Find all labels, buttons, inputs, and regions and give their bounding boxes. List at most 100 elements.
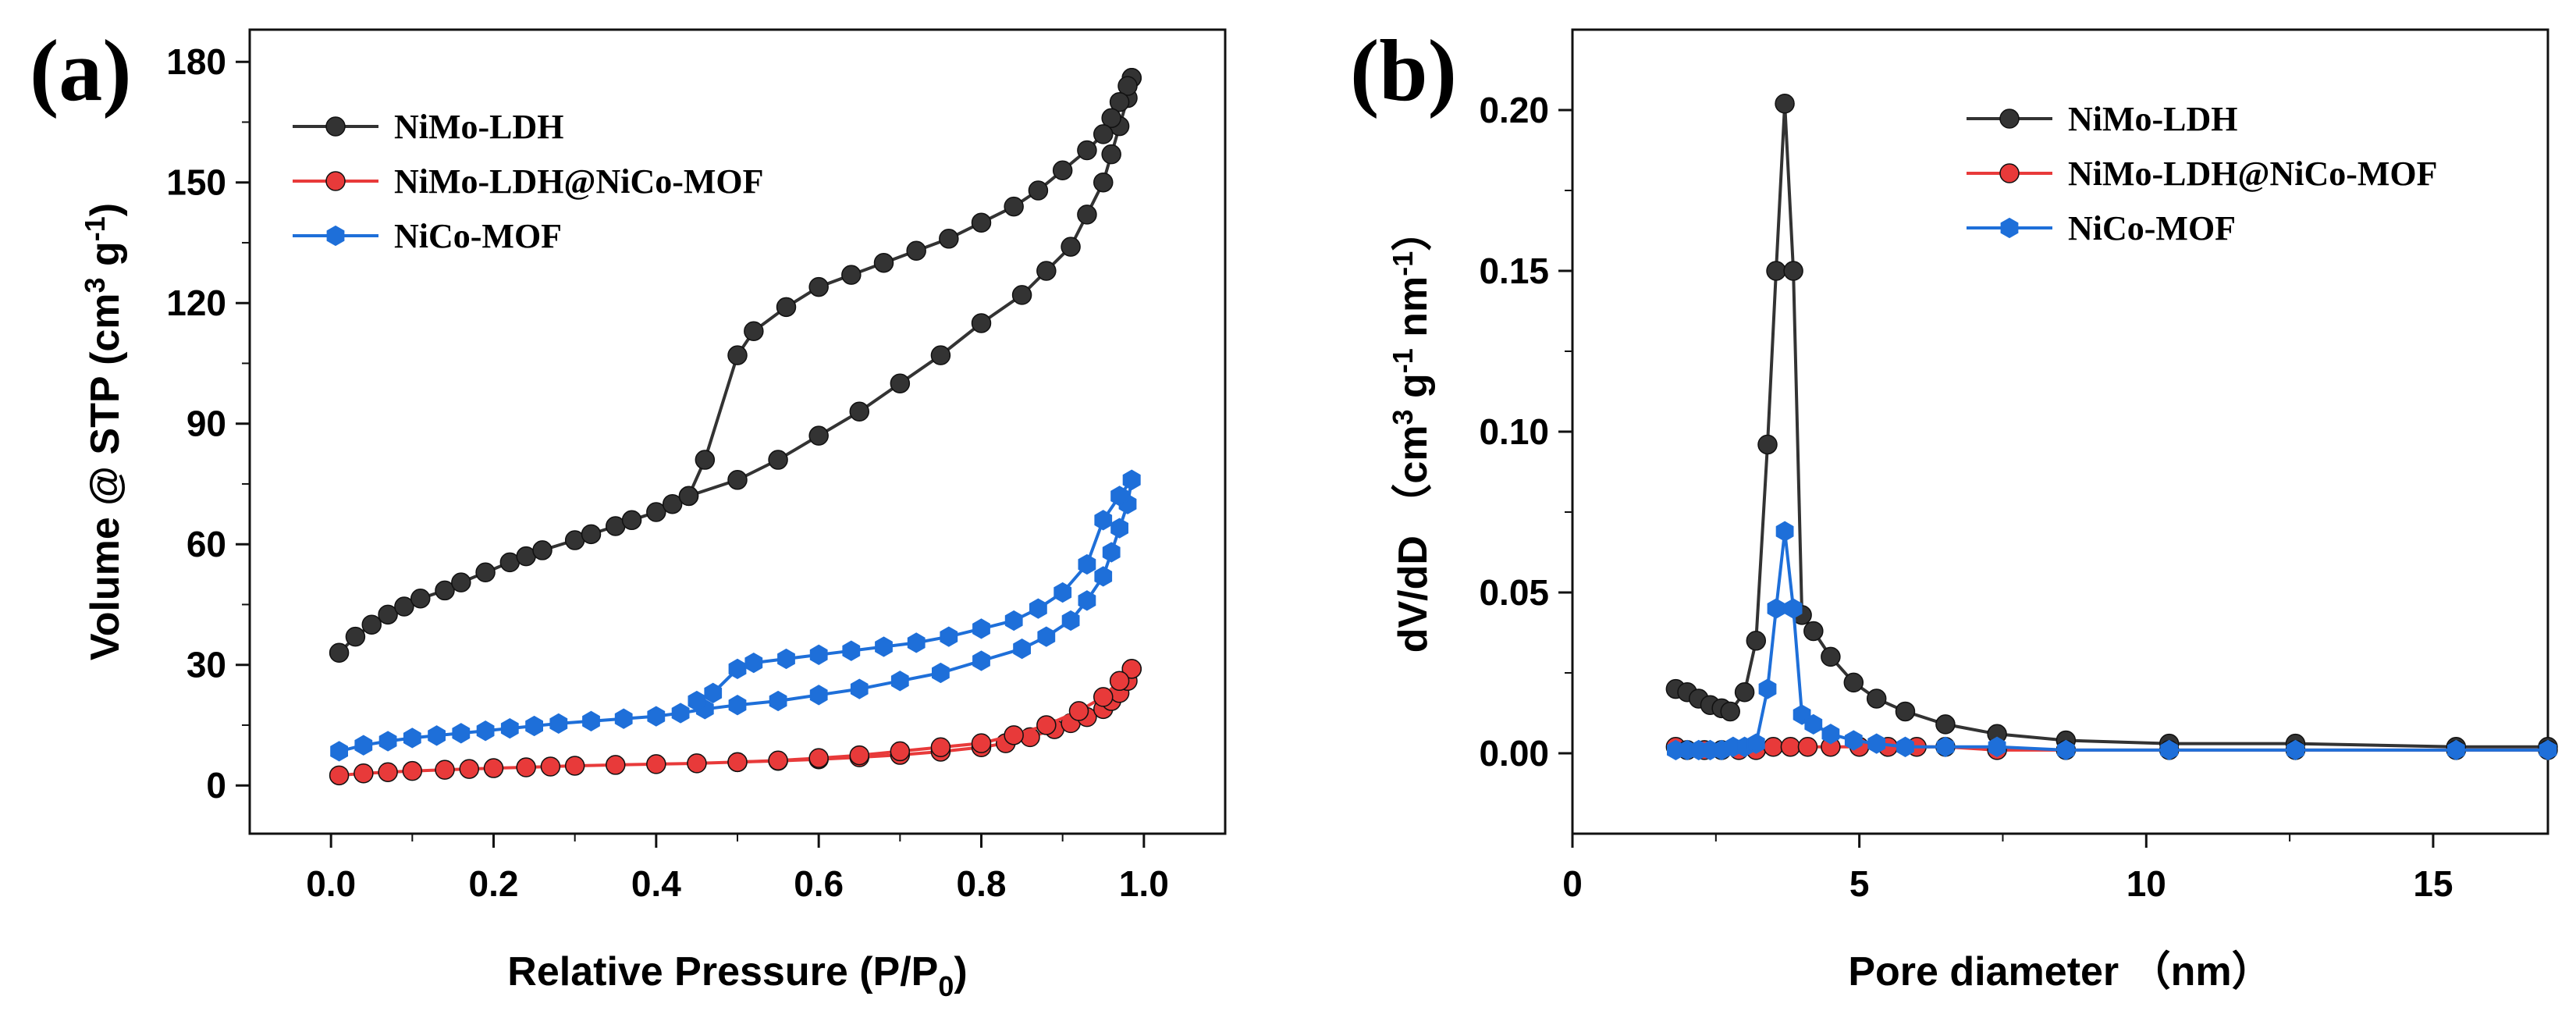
panel-b-legend-marker-nimo-ldh: [1999, 109, 2020, 129]
panel-a-nico-mof-adsorption-point: [614, 708, 633, 729]
panel-a-x-tick-label: 0.8: [957, 863, 1007, 904]
panel-b-series: [1665, 94, 2558, 761]
panel-a-nimo-ldh-nico-mof-desorption-point: [930, 737, 951, 758]
panel-b-nimo-ldh-curve-point: [1720, 701, 1740, 722]
panel-a-nico-mof-adsorption-point: [890, 671, 909, 692]
panel-a-nimo-ldh-adsorption-point: [394, 596, 414, 617]
panel-a-nico-mof-adsorption-point: [809, 685, 828, 706]
panel-a-xlabel-end: ): [954, 949, 967, 994]
panel-a-nimo-ldh-adsorption-point: [768, 450, 788, 470]
panel-a-nimo-ldh-adsorption-point: [849, 401, 869, 422]
panel-a-x-tick-label: 0.2: [469, 863, 519, 904]
panel-a-nimo-ldh-adsorption-point: [971, 313, 992, 333]
panel-a-nimo-ldh-adsorption-point: [361, 614, 382, 635]
panel-b-nico-mof-curve-point: [1767, 598, 1785, 619]
panel-a-nimo-ldh-adsorption-point: [662, 493, 683, 514]
panel-a-y-tick-label: 150: [166, 162, 226, 203]
panel-a-ylabel-main: Volume @ STP (cm: [83, 293, 128, 660]
panel-a-nico-mof-desorption-point: [809, 644, 828, 665]
panel-a-nico-mof-desorption-point: [907, 632, 926, 653]
panel-a-nimo-ldh-adsorption-point: [329, 642, 350, 663]
panel-b-ylabel-sup2: -1: [1387, 348, 1419, 373]
panel-a-nimo-ldh-nico-mof-desorption-point: [1109, 671, 1130, 692]
panel-a-nimo-ldh-adsorption-point: [345, 626, 366, 647]
panel-b-x-tick-label: 0: [1562, 863, 1583, 904]
panel-b-legend-label-nimo-ldh-nico-mof: NiMo-LDH@NiCo-MOF: [2068, 155, 2438, 193]
panel-a-xlabel-sub: 0: [938, 970, 954, 1002]
panel-b-nimo-ldh-curve-point: [1734, 681, 1755, 703]
panel-a-nico-mof-desorption-point: [842, 640, 861, 661]
panel-a-nico-mof-adsorption-point: [1110, 518, 1128, 539]
panel-a-ylabel-end: ): [83, 203, 128, 216]
panel-a-nimo-ldh-adsorption-point: [727, 470, 748, 490]
panel-b-ylabel-main: dV/dD （cm: [1391, 425, 1436, 653]
panel-a-nico-mof-adsorption-point: [1061, 610, 1080, 632]
panel-b-series-nimo-ldh: [1665, 94, 2558, 757]
panel-a-nimo-ldh-adsorption-point: [581, 524, 602, 545]
panel-a-y-tick-label: 180: [166, 41, 226, 82]
panel-b-nico-mof-curve-point: [1936, 736, 1955, 757]
panel-a-nimo-ldh-desorption-point: [808, 276, 829, 297]
panel-a-nimo-ldh-adsorption-point: [410, 588, 431, 609]
panel-b-nimo-ldh-curve-point: [1746, 631, 1767, 651]
panel-a-nimo-ldh-adsorption-point: [435, 580, 455, 601]
panel-a-y-tick-label: 0: [206, 765, 226, 806]
panel-b-legend: NiMo-LDH NiMo-LDH@NiCo-MOF NiCo-MOF: [1967, 100, 2438, 247]
panel-b-nico-mof-curve-point: [1896, 736, 1914, 757]
panel-b-y-tick-label: 0.20: [1479, 90, 1549, 130]
panel-a-nico-mof-adsorption-point: [1078, 590, 1096, 611]
panel-a-nimo-ldh-nico-mof-desorption-point: [849, 745, 869, 766]
panel-a-nico-mof-adsorption-point: [582, 710, 600, 731]
panel-a-nimo-ldh-desorption-point: [939, 229, 959, 249]
panel-a-nico-mof-desorption-point: [940, 626, 958, 647]
panel-a-x-tick-label: 0.4: [631, 863, 681, 904]
panel-a-nico-mof-adsorption-point: [403, 728, 421, 749]
panel-a-legend-label-nico-mof: NiCo-MOF: [394, 217, 562, 255]
panel-a-nico-mof-desorption-point: [1078, 553, 1096, 575]
panel-a-nico-mof-desorption-point: [1094, 510, 1113, 531]
panel-a-y-tick-label: 60: [187, 524, 226, 564]
panel-a-nimo-ldh-desorption-point: [906, 240, 926, 261]
panel-b-nimo-ldh-curve-line: [1675, 103, 2548, 749]
panel-b-nico-mof-curve-point: [1821, 724, 1840, 745]
panel-a-nimo-ldh-adsorption-point: [808, 425, 829, 446]
panel-b-nimo-ldh-curve-point: [1783, 261, 1803, 281]
panel-b-nico-mof-curve-point: [2160, 739, 2179, 761]
panel-a-nico-mof-adsorption-point: [525, 715, 543, 737]
panel-a-legend-marker-nico-mof: [326, 225, 345, 247]
panel-a-nimo-ldh-desorption-point: [841, 265, 862, 285]
panel-a-nico-mof-adsorption-point: [769, 690, 787, 712]
panel-b-nico-mof-curve-point: [1844, 730, 1863, 751]
panel-a-nico-mof-adsorption-point: [452, 723, 471, 744]
panel-a-nimo-ldh-nico-mof-desorption-point: [890, 741, 911, 762]
panel-a-nico-mof-desorption-point: [1110, 486, 1128, 507]
panel-a-y-tick-label: 120: [166, 283, 226, 323]
panel-a-nico-mof-desorption-point: [1053, 582, 1072, 603]
panel-a-y-tick-label: 90: [187, 404, 226, 444]
panel-b-nimo-ldh-curve-point: [1775, 94, 1795, 114]
panel-a-nimo-ldh-nico-mof-adsorption-point: [354, 763, 374, 784]
panel-a-nimo-ldh-nico-mof-desorption-point: [768, 750, 788, 771]
panel-b-nimo-ldh-curve-point: [1803, 621, 1824, 642]
panel-a-x-tick-label: 0.6: [794, 863, 844, 904]
panel-a-nimo-ldh-desorption-point: [727, 345, 748, 365]
panel-b-y-tick-label: 0.00: [1479, 733, 1549, 774]
panel-a-nimo-ldh-desorption-point: [776, 297, 797, 318]
panel-a-nimo-ldh-desorption-point: [1093, 124, 1114, 144]
panel-a-nimo-ldh-nico-mof-adsorption-point: [646, 754, 666, 774]
panel-a-nico-mof-adsorption-point: [671, 703, 690, 724]
panel-b-x-tick-label: 5: [1849, 863, 1870, 904]
panel-b-nimo-ldh-curve-point: [1866, 688, 1887, 709]
panel-a-legend-label-nimo-ldh-nico-mof: NiMo-LDH@NiCo-MOF: [394, 162, 764, 201]
panel-a-nimo-ldh-desorption-line: [687, 76, 1133, 497]
panel-a-series-nico-mof: [330, 469, 1141, 762]
panel-b-nimo-ldh-curve-point: [1895, 701, 1916, 722]
panel-a-legend-marker-nimo-ldh: [325, 116, 346, 137]
panel-a-nico-mof-desorption-point: [704, 682, 723, 703]
panel-a-nico-mof-adsorption-point: [647, 706, 666, 727]
panel-a-nimo-ldh-desorption-point: [744, 321, 764, 341]
panel-a-nimo-ldh-nico-mof-desorption-point: [727, 752, 748, 773]
panel-a-nimo-ldh-adsorption-point: [451, 572, 471, 592]
